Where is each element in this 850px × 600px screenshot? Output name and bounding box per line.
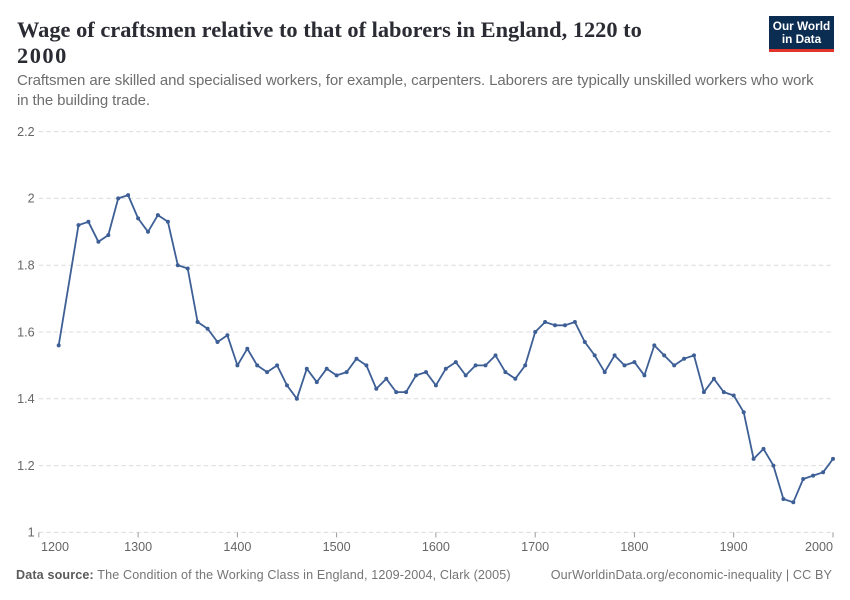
svg-text:1600: 1600 — [422, 540, 450, 554]
svg-text:1.4: 1.4 — [17, 392, 35, 406]
svg-text:2: 2 — [28, 192, 35, 206]
svg-text:1400: 1400 — [223, 540, 251, 554]
svg-text:1500: 1500 — [323, 540, 351, 554]
svg-text:1.8: 1.8 — [17, 259, 35, 273]
svg-text:2000: 2000 — [805, 540, 833, 554]
svg-text:1.6: 1.6 — [17, 325, 35, 339]
svg-text:1900: 1900 — [720, 540, 748, 554]
svg-text:1.2: 1.2 — [17, 459, 35, 473]
svg-text:2.2: 2.2 — [17, 125, 35, 139]
svg-text:1800: 1800 — [620, 540, 648, 554]
svg-text:1200: 1200 — [41, 540, 69, 554]
svg-text:1700: 1700 — [521, 540, 549, 554]
svg-text:1300: 1300 — [124, 540, 152, 554]
svg-text:1: 1 — [28, 526, 35, 540]
